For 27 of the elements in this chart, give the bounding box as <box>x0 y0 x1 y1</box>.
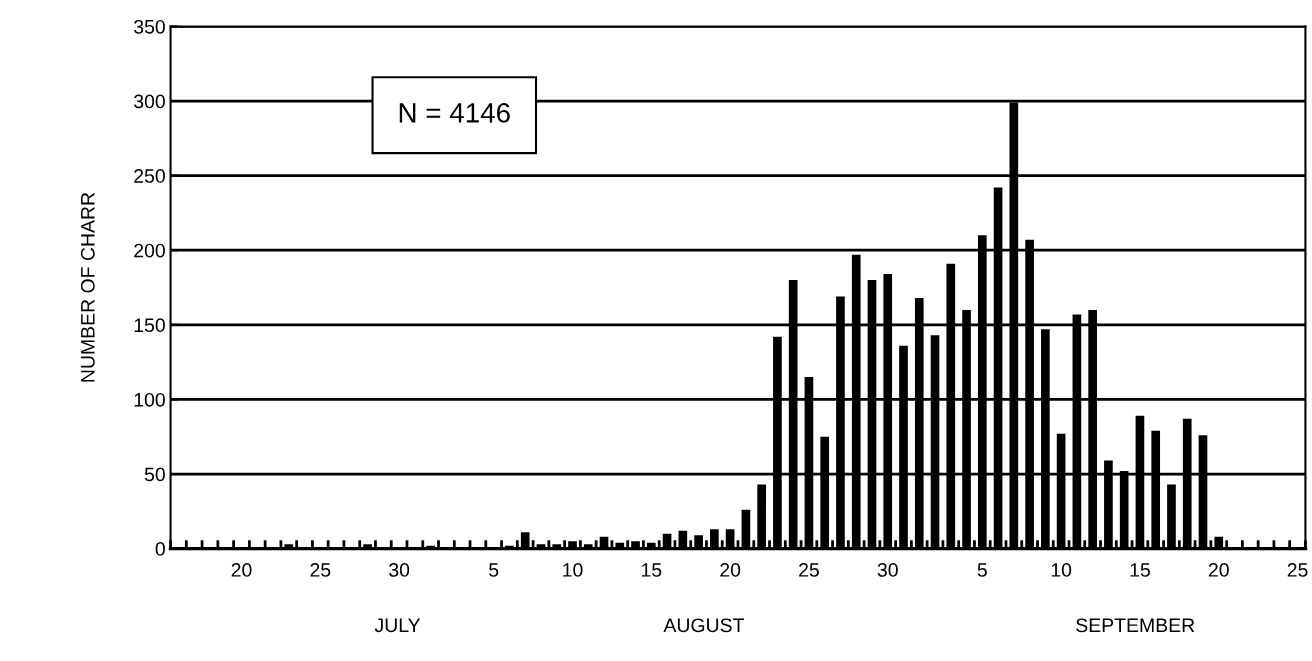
x-tick-label: 30 <box>389 563 410 577</box>
x-tick-label: 15 <box>1130 563 1150 577</box>
x-tick-label: 10 <box>563 563 583 577</box>
x-tick-label: 5 <box>977 563 987 577</box>
y-tick-label: 100 <box>134 392 165 407</box>
y-tick-label: 0 <box>155 542 165 556</box>
y-tick-label: 50 <box>144 467 165 482</box>
y-axis-title: NUMBER OF CHARR <box>80 192 95 382</box>
y-tick-label: 350 <box>134 19 165 34</box>
y-tick-label: 300 <box>134 94 165 109</box>
annotation: N = 4146 <box>399 103 510 123</box>
x-tick-label: 10 <box>1051 563 1072 577</box>
x-tick-label: 20 <box>720 563 741 577</box>
x-tick-label: 20 <box>231 563 252 577</box>
y-tick-label: 200 <box>134 243 165 258</box>
x-tick-label: 15 <box>641 563 662 577</box>
x-tick-label: 25 <box>310 563 331 577</box>
y-tick-label: 150 <box>134 318 165 333</box>
text: JULY <box>374 618 421 633</box>
y-tick-label: 250 <box>134 169 165 183</box>
x-tick-label: 20 <box>1208 563 1229 577</box>
x-tick-label: 25 <box>1287 563 1308 577</box>
x-tick-label: 5 <box>489 563 499 577</box>
x-tick-label: 30 <box>877 563 898 577</box>
text: AUGUST <box>663 618 745 633</box>
text: SEPTEMBER <box>1076 618 1195 633</box>
x-tick-label: 25 <box>799 563 819 577</box>
